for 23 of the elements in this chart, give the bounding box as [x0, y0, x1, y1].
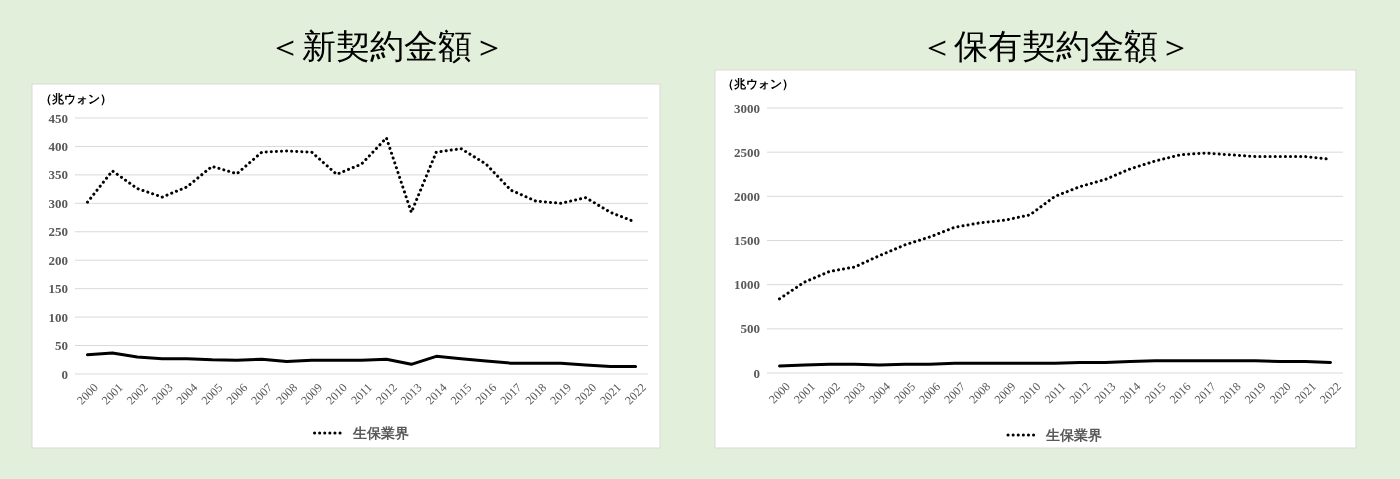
- legend-label: 生保業界: [351, 426, 409, 441]
- y-axis-title: （兆ウォン）: [40, 92, 112, 106]
- y-tick-label: 250: [48, 224, 68, 240]
- chart-title: ＜保有契約金額＞: [920, 28, 1192, 65]
- y-tick-label: 50: [55, 338, 68, 354]
- y-tick-label: 3000: [734, 100, 760, 116]
- chart-title: ＜新契約金額＞: [268, 28, 506, 65]
- y-tick-label: 350: [48, 167, 68, 183]
- y-tick-label: 2000: [734, 188, 760, 204]
- y-tick-label: 0: [753, 365, 760, 381]
- legend-label: 生保業界: [1045, 428, 1102, 443]
- y-tick-label: 500: [740, 321, 760, 337]
- y-tick-label: 0: [61, 366, 68, 382]
- y-tick-label: 1000: [734, 277, 760, 293]
- y-tick-label: 400: [48, 138, 68, 154]
- y-tick-label: 1500: [734, 233, 760, 248]
- y-axis-title: （兆ウォン）: [722, 77, 794, 91]
- y-tick-label: 300: [48, 195, 68, 211]
- y-tick-label: 150: [48, 281, 68, 297]
- y-tick-label: 200: [48, 252, 68, 268]
- y-tick-label: 2500: [734, 144, 760, 160]
- y-tick-label: 450: [48, 110, 68, 126]
- y-tick-label: 100: [48, 309, 68, 325]
